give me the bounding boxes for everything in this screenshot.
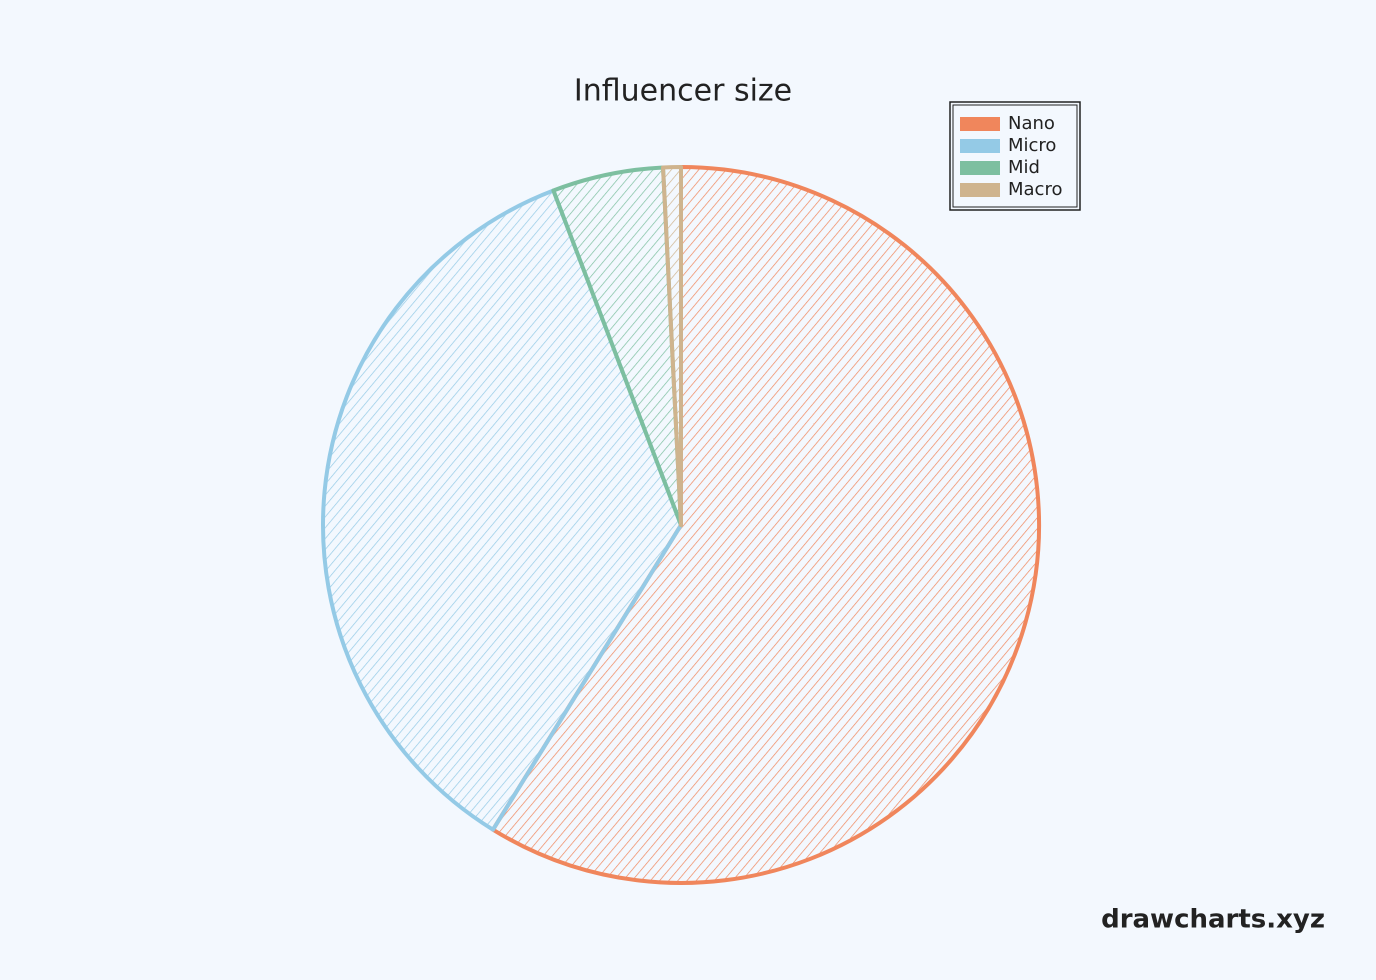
legend-label: Nano xyxy=(1008,113,1055,134)
pie-slice xyxy=(490,165,1041,885)
legend-box-inner xyxy=(952,104,1078,208)
legend-label: Macro xyxy=(1008,179,1062,200)
legend-label: Micro xyxy=(1008,135,1056,156)
pie-slice xyxy=(321,188,683,832)
legend-box xyxy=(949,101,1081,211)
chart-title: Influencer size xyxy=(574,74,792,109)
legend-swatch xyxy=(960,117,1000,131)
legend-swatch xyxy=(960,183,1000,197)
legend-swatch xyxy=(960,161,1000,175)
watermark: drawcharts.xyz xyxy=(1101,905,1325,935)
pie-slice xyxy=(661,165,683,527)
legend-label: Mid xyxy=(1008,157,1040,178)
legend-swatch xyxy=(960,139,1000,153)
